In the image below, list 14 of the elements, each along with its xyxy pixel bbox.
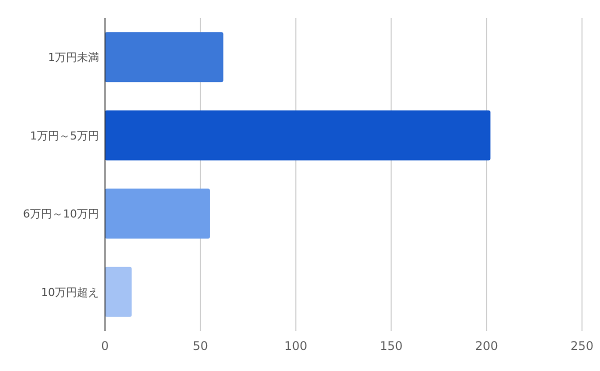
bar xyxy=(105,188,210,239)
bar xyxy=(105,266,132,317)
y-tick-label: 1万円～5万円 xyxy=(30,129,99,142)
y-tick-label: 6万円～10万円 xyxy=(23,208,99,221)
x-tick-label: 150 xyxy=(380,339,403,353)
x-tick-label: 250 xyxy=(570,339,594,353)
x-tick-label: 50 xyxy=(192,339,208,353)
x-tick-label: 0 xyxy=(101,339,109,353)
x-tick-label: 100 xyxy=(284,339,308,353)
bar xyxy=(105,32,224,82)
y-tick-label: 10万円超え xyxy=(41,286,99,299)
bar xyxy=(105,110,490,160)
x-tick-label: 200 xyxy=(475,339,498,353)
y-tick-label: 1万円未満 xyxy=(48,51,99,64)
